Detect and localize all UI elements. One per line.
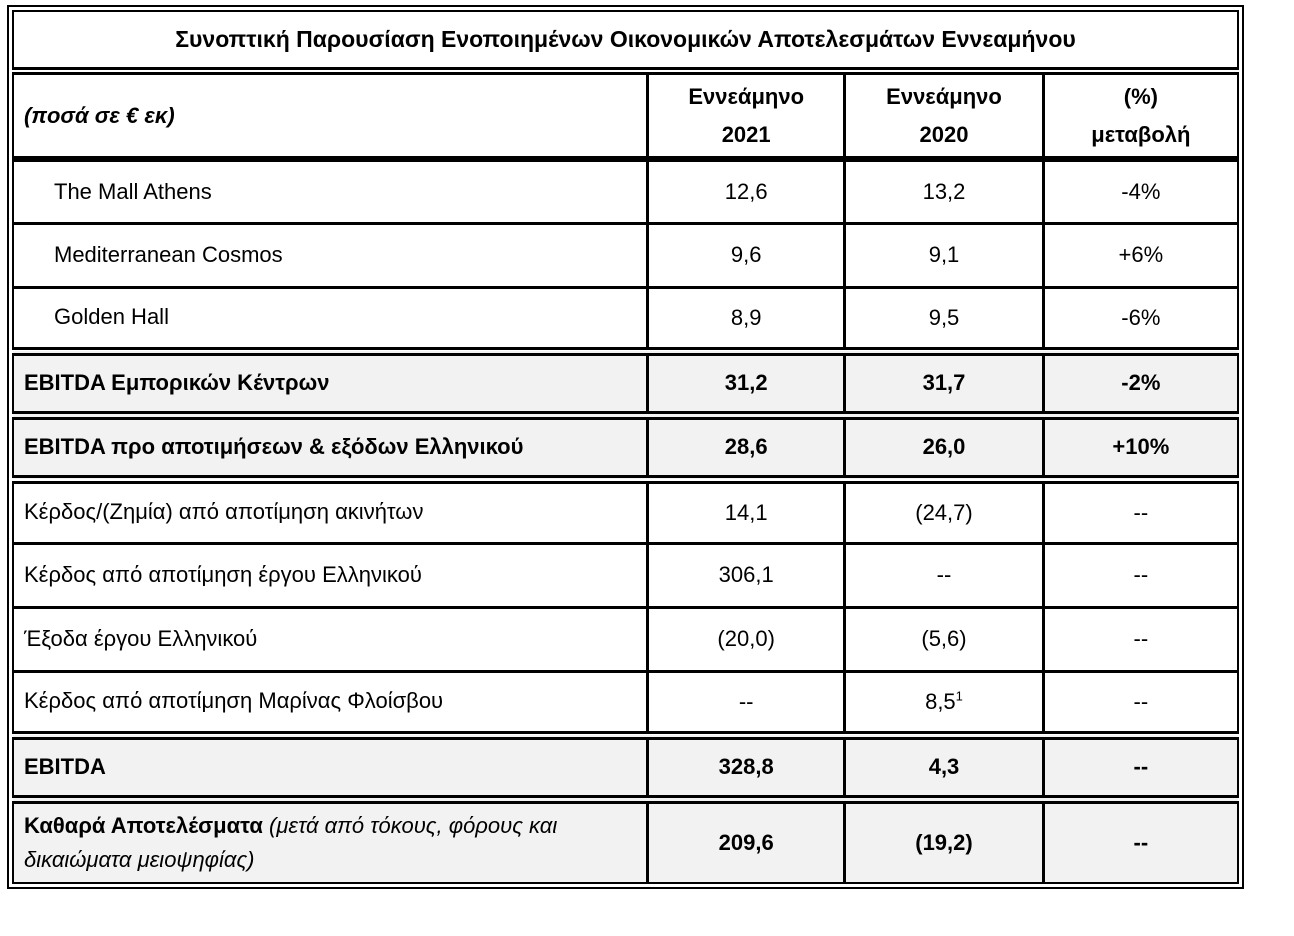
table-title-row: Συνοπτική Παρουσίαση Ενοποιημένων Οικονο… xyxy=(13,11,1238,75)
row-label: Καθαρά Αποτελέσματα (μετά από τόκους, φό… xyxy=(13,799,650,883)
header-col-change: (%) μεταβολή xyxy=(1043,71,1238,162)
value-2020: 13,2 xyxy=(844,159,1045,225)
row-label: EBITDA Εμπορικών Κέντρων xyxy=(13,351,650,420)
value-change: -- xyxy=(1043,799,1238,883)
value-2020: 9,5 xyxy=(844,287,1045,356)
header-col-2021-line1: Εννεάμηνο xyxy=(688,83,805,109)
row-label: Golden Hall xyxy=(13,287,650,356)
value-2021: 12,6 xyxy=(647,159,847,225)
header-col-2020-line1: Εννεάμηνο xyxy=(886,83,1002,109)
value-2021: 8,9 xyxy=(647,287,847,356)
value-2020: (19,2) xyxy=(844,799,1045,883)
row-label: The Mall Athens xyxy=(13,159,650,225)
table-row-flisvos-marina-gain: Κέρδος από αποτίμηση Μαρίνας Φλοίσβου --… xyxy=(13,671,1238,740)
header-col-change-line1: (%) xyxy=(1123,83,1158,109)
row-label: EBITDA προ αποτιμήσεων & εξόδων Ελληνικο… xyxy=(13,415,650,484)
financial-results-table: Συνοπτική Παρουσίαση Ενοποιημένων Οικονο… xyxy=(12,10,1239,884)
table-row-mediterranean-cosmos: Mediterranean Cosmos 9,6 9,1 +6% xyxy=(13,223,1238,289)
value-2020: -- xyxy=(844,543,1045,609)
table-row-hellinikon-project-expenses: Έξοδα έργου Ελληνικού (20,0) (5,6) -- xyxy=(13,607,1238,673)
value-change: -4% xyxy=(1043,159,1238,225)
table-row-ebitda-total: EBITDA 328,8 4,3 -- xyxy=(13,735,1238,804)
row-label: EBITDA xyxy=(13,735,650,804)
value-change: +10% xyxy=(1043,415,1238,484)
row-label: Mediterranean Cosmos xyxy=(13,223,650,289)
value-change: -- xyxy=(1043,543,1238,609)
value-2021: 306,1 xyxy=(647,543,847,609)
value-2021: 31,2 xyxy=(647,351,847,420)
footnote-marker: 1 xyxy=(955,688,963,704)
row-label-main: Καθαρά Αποτελέσματα xyxy=(24,812,263,838)
value-2021: 28,6 xyxy=(647,415,847,484)
value-2021: (20,0) xyxy=(647,607,847,673)
table-row-ebitda-pre-valuations: EBITDA προ αποτιμήσεων & εξόδων Ελληνικο… xyxy=(13,415,1238,484)
value-2021: -- xyxy=(647,671,847,740)
value-2020: 9,1 xyxy=(844,223,1045,289)
table-title: Συνοπτική Παρουσίαση Ενοποιημένων Οικονο… xyxy=(13,11,1238,75)
table-header-row: (ποσά σε € εκ) Εννεάμηνο 2021 Εννεάμηνο … xyxy=(13,71,1238,162)
table-row-property-revaluation: Κέρδος/(Ζημία) από αποτίμηση ακινήτων 14… xyxy=(13,479,1238,545)
value-2020: 31,7 xyxy=(844,351,1045,420)
header-col-2021: Εννεάμηνο 2021 xyxy=(647,71,847,162)
value-change: +6% xyxy=(1043,223,1238,289)
table-row-net-results: Καθαρά Αποτελέσματα (μετά από τόκους, φό… xyxy=(13,799,1238,883)
header-col-2020: Εννεάμηνο 2020 xyxy=(844,71,1045,162)
table-row-the-mall-athens: The Mall Athens 12,6 13,2 -4% xyxy=(13,159,1238,225)
value-2020: (5,6) xyxy=(844,607,1045,673)
value-change: -- xyxy=(1043,479,1238,545)
row-label: Κέρδος από αποτίμηση Μαρίνας Φλοίσβου xyxy=(13,671,650,740)
table-row-golden-hall: Golden Hall 8,9 9,5 -6% xyxy=(13,287,1238,356)
value-2021: 9,6 xyxy=(647,223,847,289)
value-2020: 8,51 xyxy=(844,671,1045,740)
table-row-ebitda-malls: EBITDA Εμπορικών Κέντρων 31,2 31,7 -2% xyxy=(13,351,1238,420)
value-2021: 328,8 xyxy=(647,735,847,804)
value-change: -- xyxy=(1043,671,1238,740)
header-col-2021-line2: 2021 xyxy=(721,121,771,147)
row-label: Κέρδος/(Ζημία) από αποτίμηση ακινήτων xyxy=(13,479,650,545)
value-change: -- xyxy=(1043,735,1238,804)
value-2020: 26,0 xyxy=(844,415,1045,484)
header-col-change-line2: μεταβολή xyxy=(1091,121,1191,147)
row-label-note: (μετά από τόκους, φόρους και δικαιώματα … xyxy=(24,812,558,872)
value-2021: 14,1 xyxy=(647,479,847,545)
row-label: Έξοδα έργου Ελληνικού xyxy=(13,607,650,673)
value-2020: 4,3 xyxy=(844,735,1045,804)
value-2020-number: 8,5 xyxy=(925,688,956,714)
value-2021: 209,6 xyxy=(647,799,847,883)
header-unit-label: (ποσά σε € εκ) xyxy=(13,71,650,162)
header-col-2020-line2: 2020 xyxy=(919,121,969,147)
value-change: -6% xyxy=(1043,287,1238,356)
value-change: -- xyxy=(1043,607,1238,673)
table-outer-frame: Συνοπτική Παρουσίαση Ενοποιημένων Οικονο… xyxy=(7,5,1244,889)
value-change: -2% xyxy=(1043,351,1238,420)
value-2020: (24,7) xyxy=(844,479,1045,545)
row-label: Κέρδος από αποτίμηση έργου Ελληνικού xyxy=(13,543,650,609)
table-row-hellinikon-project-gain: Κέρδος από αποτίμηση έργου Ελληνικού 306… xyxy=(13,543,1238,609)
